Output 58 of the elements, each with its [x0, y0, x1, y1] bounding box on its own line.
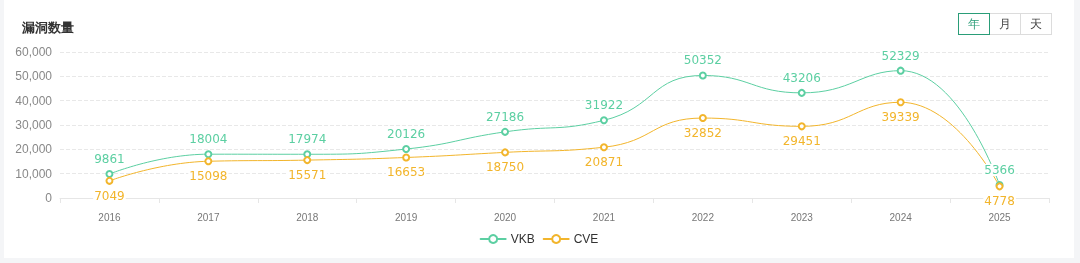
data-label: 20871: [584, 155, 624, 170]
x-tick-label: 2019: [395, 211, 418, 223]
data-label: 15571: [288, 168, 327, 183]
point: [797, 88, 806, 97]
chart-title: 漏洞数量: [21, 20, 74, 35]
time-range-toggle: 年 月 天: [959, 13, 1052, 35]
point: [204, 150, 213, 159]
legend-label: VKB: [510, 232, 535, 246]
data-label: 32852: [683, 126, 722, 141]
data-label: 29451: [782, 134, 821, 149]
point: [599, 143, 608, 152]
point: [501, 127, 510, 136]
data-label: 4778: [984, 194, 1015, 209]
point: [105, 176, 114, 185]
point: [402, 145, 411, 154]
point: [896, 98, 905, 107]
data-label: 27186: [485, 109, 525, 124]
data-label: 16653: [387, 165, 426, 180]
point: [402, 153, 411, 162]
data-label: 50352: [683, 53, 722, 68]
point: [204, 157, 213, 166]
point: [105, 170, 114, 178]
data-label: 9861: [94, 152, 125, 166]
x-tick-label: 2018: [296, 211, 319, 223]
point: [797, 122, 806, 131]
data-label: 52329: [881, 48, 920, 63]
data-label: 43206: [782, 70, 821, 85]
y-tick-label: 60,000: [15, 45, 53, 59]
x-tick-label: 2025: [988, 211, 1012, 223]
point: [896, 66, 905, 75]
point: [698, 114, 707, 123]
x-tick-label: 2020: [493, 211, 517, 223]
data-label: 20126: [387, 127, 426, 142]
data-label: 31922: [584, 98, 624, 113]
data-label: 18750: [485, 160, 525, 175]
y-tick-label: 0: [45, 191, 53, 205]
y-tick-label: 40,000: [15, 93, 53, 108]
y-tick-label: 10,000: [15, 166, 53, 181]
y-tick-label: 30,000: [15, 118, 53, 132]
point: [501, 148, 510, 157]
data-label: 5366: [984, 162, 1015, 177]
x-tick-label: 2017: [197, 211, 220, 223]
point: [303, 156, 312, 165]
x-tick-label: 2023: [790, 211, 814, 223]
y-tick-label: 20,000: [15, 142, 53, 157]
x-tick-label: 2024: [889, 211, 913, 223]
point: [698, 71, 707, 80]
legend-label: CVE: [573, 232, 599, 246]
y-tick-label: 50,000: [15, 69, 53, 84]
x-tick-label: 2016: [98, 211, 122, 223]
point: [599, 116, 608, 125]
data-label: 15098: [189, 169, 228, 184]
data-label: 17974: [288, 132, 327, 147]
x-tick-label: 2021: [592, 211, 616, 223]
data-label: 7049: [94, 188, 125, 203]
data-label: 39339: [881, 110, 920, 125]
data-label: 18004: [189, 132, 228, 147]
x-tick-label: 2022: [691, 211, 715, 223]
